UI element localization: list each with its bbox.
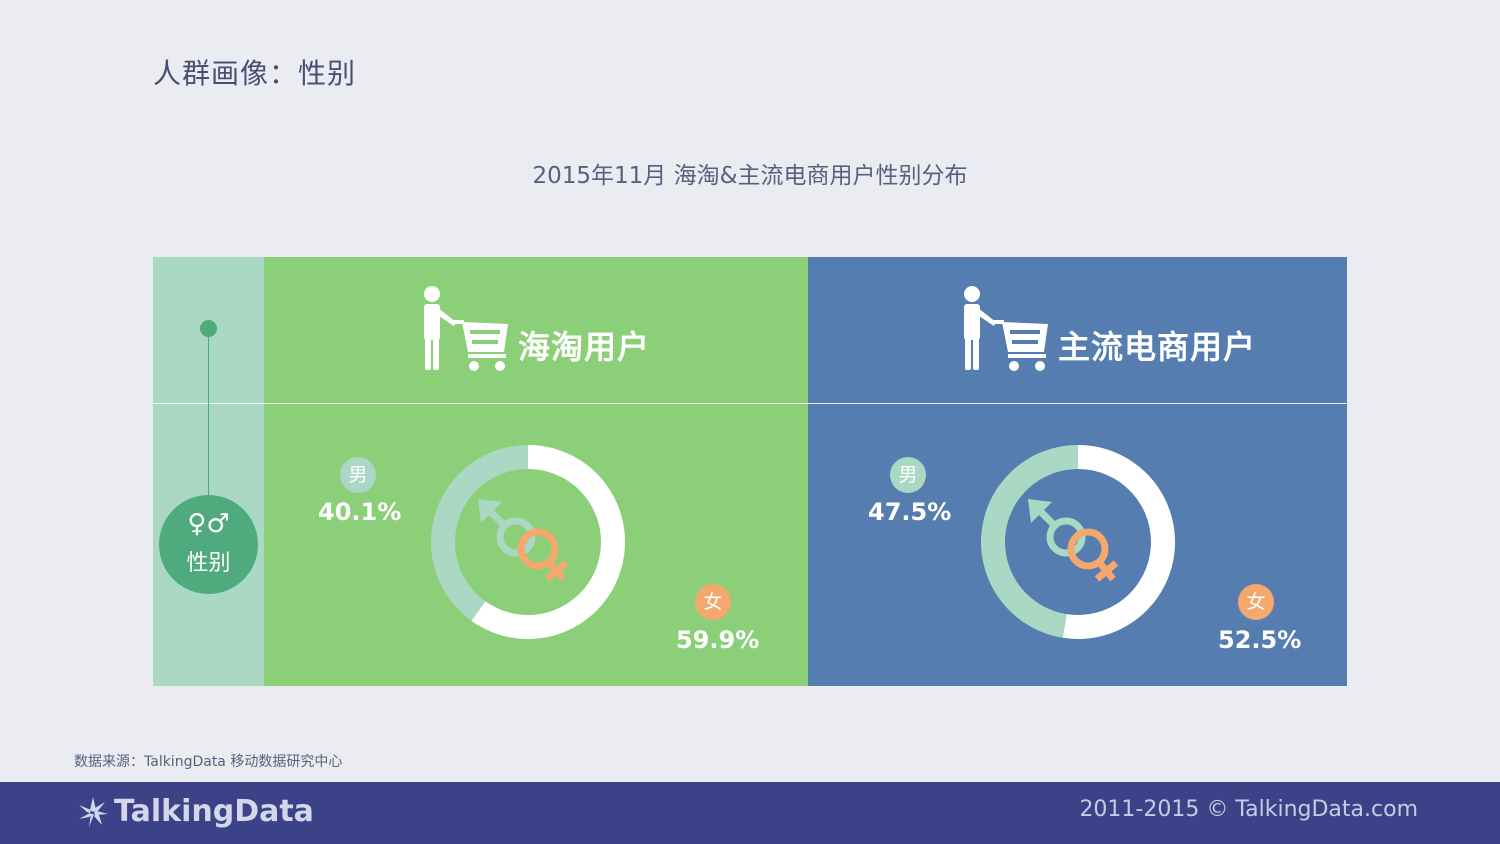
mainstream-donut-chart xyxy=(981,445,1175,639)
haitao-female-slice xyxy=(471,445,625,639)
gender-badge-label: 性别 xyxy=(186,551,231,576)
shopping-cart-person-icon xyxy=(424,286,508,371)
mainstream-male-percent: 47.5% xyxy=(868,498,952,526)
gender-symbol-icon xyxy=(478,499,569,582)
footer-brand: TalkingData xyxy=(114,794,314,829)
mainstream-male-bubble: 男 xyxy=(890,457,926,493)
haitao-female-percent: 59.9% xyxy=(676,626,760,654)
shopping-cart-person-icon xyxy=(964,286,1048,371)
pin-line xyxy=(208,335,209,495)
mainstream-male-slice xyxy=(981,445,1078,638)
chart-title: 2015年11月 海淘&主流电商用户性别分布 xyxy=(532,163,968,189)
haitao-female-bubble: 女 xyxy=(695,584,731,620)
footer-copyright: 2011-2015 © TalkingData.com xyxy=(1079,797,1418,822)
gender-symbol-icon: ♀♂ xyxy=(187,509,230,539)
haitao-header-label: 海淘用户 xyxy=(518,328,651,366)
header-divider xyxy=(153,403,1347,404)
haitao-male-bubble: 男 xyxy=(340,457,376,493)
mainstream-female-percent: 52.5% xyxy=(1218,626,1302,654)
page-title: 人群画像：性别 xyxy=(153,57,357,90)
pin-dot xyxy=(200,320,217,337)
data-source: 数据来源：TalkingData 移动数据研究中心 xyxy=(74,754,343,770)
gender-badge: ♀♂ 性别 xyxy=(159,495,258,594)
haitao-donut-chart xyxy=(431,445,625,639)
mainstream-female-bubble: 女 xyxy=(1238,584,1274,620)
footer-bar xyxy=(0,782,1500,844)
talkingdata-logo-icon xyxy=(79,797,108,827)
haitao-male-percent: 40.1% xyxy=(318,498,402,526)
mainstream-header-label: 主流电商用户 xyxy=(1058,328,1257,366)
haitao-male-slice xyxy=(431,445,528,621)
mainstream-female-slice xyxy=(1062,445,1175,639)
gender-symbol-icon xyxy=(1028,499,1119,582)
